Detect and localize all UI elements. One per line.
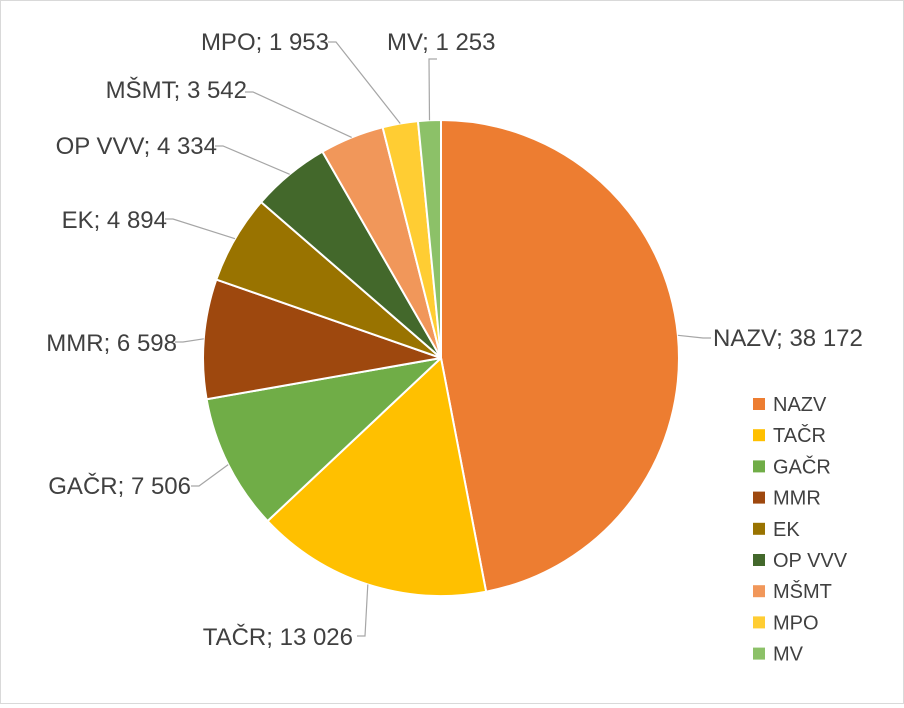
legend-label: MMR: [773, 488, 821, 510]
data-label-mšmt: MŠMT; 3 542: [106, 76, 247, 104]
leader-line: [428, 58, 437, 121]
legend-item-mmr: MMR: [753, 488, 821, 510]
data-label-nazv: NAZV; 38 172: [713, 325, 863, 352]
pie-slice-tačr: [266, 357, 488, 597]
data-label-mmr: MMR; 6 598: [46, 330, 177, 357]
legend-label: TAČR: [773, 424, 826, 447]
data-label-mpo: MPO; 1 953: [201, 29, 329, 56]
data-labels: NAZV; 38 172 TAČR; 13 026 GAČR; 7 506 MMR; …: [46, 29, 863, 651]
leader-line: [175, 338, 204, 343]
legend-label: OP VVV: [773, 550, 848, 572]
legend-swatch: [753, 460, 765, 473]
leader-line: [191, 464, 229, 487]
legend-item-mšmt: MŠMT: [753, 580, 832, 603]
data-label-ek: EK; 4 894: [62, 207, 167, 234]
legend-item-gačr: GAČR: [753, 455, 831, 478]
leader-line: [328, 41, 401, 124]
legend-swatch: [753, 522, 765, 535]
legend-item-mv: MV: [753, 644, 804, 666]
data-label-mv: MV; 1 253: [387, 29, 496, 56]
legend-label: NAZV: [773, 394, 827, 416]
legend-label: MV: [773, 644, 804, 666]
legend-swatch: [753, 398, 765, 410]
legend-label: MŠMT: [773, 580, 832, 603]
legend-item-tačr: TAČR: [753, 424, 826, 447]
legend-item-mpo: MPO: [753, 612, 819, 634]
data-label-tačr: TAČR; 13 026: [203, 623, 353, 651]
leader-line: [677, 334, 711, 339]
leader-lines: [165, 41, 711, 637]
legend-label: GAČR: [773, 455, 831, 478]
legend-swatch: [753, 616, 765, 629]
data-label-op-vvv: OP VVV; 4 334: [56, 133, 217, 160]
leader-line: [165, 218, 236, 240]
legend-item-nazv: NAZV: [753, 394, 827, 416]
leader-line: [215, 145, 290, 175]
legend-swatch: [753, 491, 765, 504]
legend-swatch: [753, 647, 765, 660]
data-label-gačr: GAČR; 7 506: [48, 472, 191, 500]
legend-swatch: [753, 429, 765, 442]
legend: NAZV TAČR GAČR MMR EK OP VVV MŠMT MPO MV: [753, 394, 848, 666]
leader-line: [357, 584, 369, 637]
pie-slice-nazv: [440, 119, 680, 593]
pie-slices: [202, 119, 680, 597]
pie-slice-gačr: [205, 357, 442, 523]
legend-label: EK: [773, 519, 800, 541]
legend-swatch: [753, 554, 765, 566]
leader-line: [245, 91, 352, 138]
legend-label: MPO: [773, 612, 819, 634]
legend-item-ek: EK: [753, 519, 800, 541]
legend-swatch: [753, 585, 765, 598]
legend-item-op-vvv: OP VVV: [753, 550, 848, 572]
